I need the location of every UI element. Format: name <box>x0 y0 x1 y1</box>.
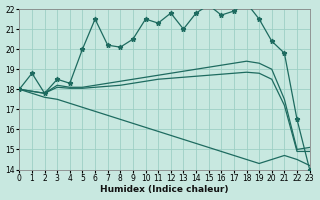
X-axis label: Humidex (Indice chaleur): Humidex (Indice chaleur) <box>100 185 229 194</box>
